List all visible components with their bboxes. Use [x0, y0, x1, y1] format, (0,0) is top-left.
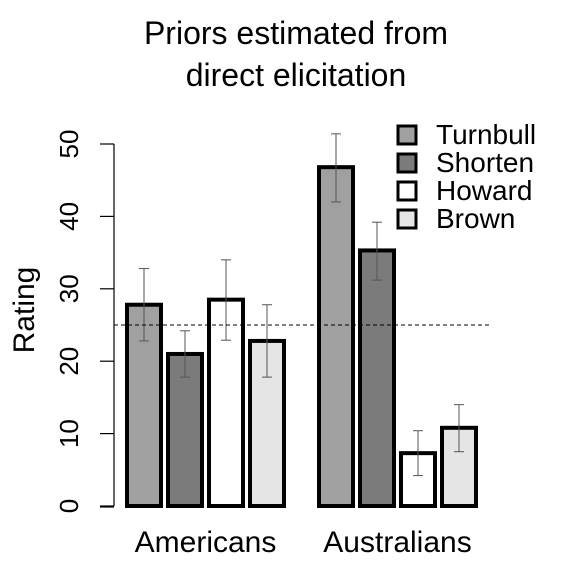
legend-swatch: [396, 152, 418, 174]
legend-label: Shorten: [436, 147, 534, 178]
legend-label: Turnbull: [436, 119, 536, 150]
chart-title-line-1: Priors estimated from: [144, 15, 448, 51]
chart-title-line-2: direct elicitation: [186, 57, 407, 93]
legend-swatch: [396, 208, 418, 230]
bar: [358, 248, 396, 508]
legend-label: Howard: [436, 175, 532, 206]
y-tick-label: 10: [54, 419, 84, 448]
y-tick-label: 50: [54, 130, 84, 159]
legend-label: Brown: [436, 203, 515, 234]
bar: [317, 165, 355, 508]
y-tick-label: 30: [54, 274, 84, 303]
legend-swatch: [396, 124, 418, 146]
category-label: Americans: [135, 526, 277, 559]
y-tick-label: 20: [54, 347, 84, 376]
y-axis-label: Rating: [8, 267, 41, 354]
y-tick-label: 40: [54, 202, 84, 231]
y-tick-label: 0: [54, 499, 84, 513]
legend-swatch: [396, 180, 418, 202]
category-label: Australians: [323, 526, 471, 559]
plot-area: 0 10 20 30 40 50 Americans Australians: [54, 130, 492, 559]
